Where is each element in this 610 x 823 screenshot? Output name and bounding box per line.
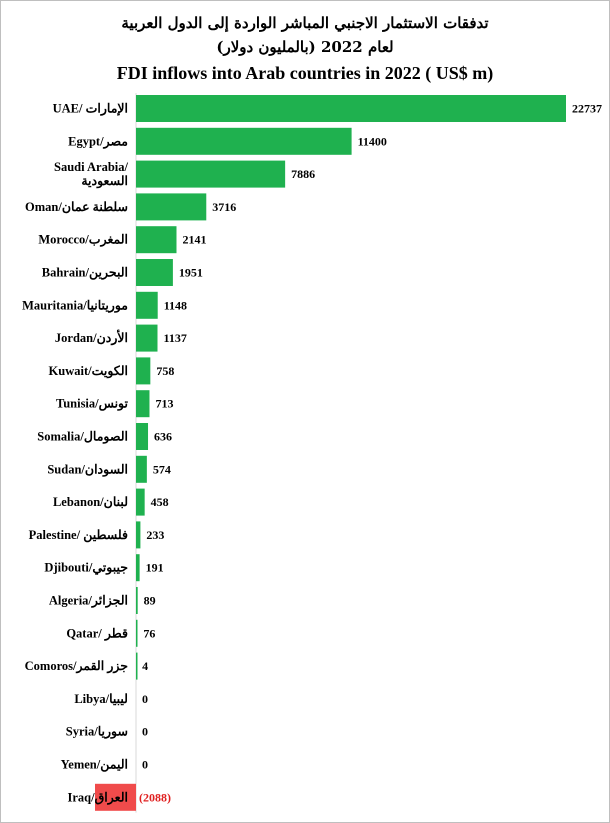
chart-title-arabic-line1: تدفقات الاستثمار الاجنبي المباشر الواردة…: [121, 14, 489, 32]
bar: [136, 324, 158, 352]
bar: [136, 193, 207, 221]
category-label: UAE/ الإمارات: [53, 102, 128, 117]
data-label: 0: [142, 725, 148, 739]
category-label: Bahrain/البحرين: [42, 266, 128, 281]
data-label: (2088): [139, 790, 171, 804]
data-label: 458: [151, 495, 169, 509]
data-label: 11400: [358, 134, 387, 148]
data-label: 1951: [179, 266, 203, 280]
data-label: 7886: [291, 167, 315, 181]
bar: [136, 357, 151, 385]
category-label: Sudan/السودان: [47, 462, 128, 477]
data-label: 89: [144, 594, 156, 608]
bar: [136, 652, 138, 680]
category-label: Mauritania/موريتانيا: [22, 298, 128, 313]
bar: [136, 390, 150, 418]
bar: [136, 423, 149, 450]
category-label: Saudi Arabia/السعودية: [54, 160, 129, 189]
data-label: 22737: [572, 102, 602, 116]
category-label: Lebanon/لبنان: [53, 495, 128, 509]
bar: [136, 160, 286, 188]
category-label: Comoros/جزر القمر: [25, 659, 129, 674]
chart-title-arabic-line2: لعام 2022 (بالمليون دولار): [216, 38, 394, 56]
bar: [136, 291, 158, 319]
category-label: Algeria/الجزائر: [49, 594, 128, 609]
data-label: 1137: [164, 331, 187, 345]
bar: [136, 95, 566, 122]
category-label: Iraq/العراق: [68, 790, 128, 805]
bar: [136, 127, 352, 155]
category-label: Palestine/ فلسطين: [29, 528, 128, 543]
bar: [136, 554, 140, 582]
bar: [95, 783, 136, 811]
category-label: Tunisia/تونس: [56, 397, 129, 412]
data-label: 76: [143, 626, 155, 640]
bar: [136, 226, 177, 254]
category-label: Libya/ليبيا: [74, 692, 128, 706]
bar: [136, 587, 138, 614]
category-label: Somalia/الصومال: [37, 430, 128, 445]
category-label: Kuwait/الكويت: [49, 364, 128, 379]
data-label: 0: [142, 692, 148, 706]
category-label: Djibouti/جيبوتي: [44, 561, 128, 576]
bar: [136, 455, 147, 483]
data-label: 191: [146, 561, 164, 575]
bar: [136, 619, 138, 647]
data-label: 574: [153, 462, 171, 476]
data-label: 1148: [164, 298, 187, 312]
data-label: 0: [142, 758, 148, 772]
data-label: 3716: [212, 200, 236, 214]
data-label: 636: [154, 430, 172, 444]
bar: [136, 488, 145, 516]
data-label: 758: [156, 364, 174, 378]
data-label: 713: [155, 397, 173, 411]
category-label: Qatar/ قطر: [66, 626, 128, 641]
category-label: Syria/سوريا: [66, 725, 129, 740]
category-label: Morocco/المغرب: [38, 233, 128, 248]
category-label: Egypt/مصر: [68, 134, 128, 149]
bar: [136, 259, 173, 286]
category-label: Yemen/اليمن: [61, 758, 128, 773]
category-label: Jordan/الأردن: [55, 329, 128, 346]
chart-title-english: FDI inflows into Arab countries in 2022 …: [116, 63, 494, 83]
data-label: 233: [146, 528, 164, 542]
data-label: 4: [142, 659, 148, 673]
category-label: Oman/سلطنة عمان: [25, 200, 128, 214]
data-label: 2141: [182, 233, 206, 247]
bar: [136, 521, 141, 549]
